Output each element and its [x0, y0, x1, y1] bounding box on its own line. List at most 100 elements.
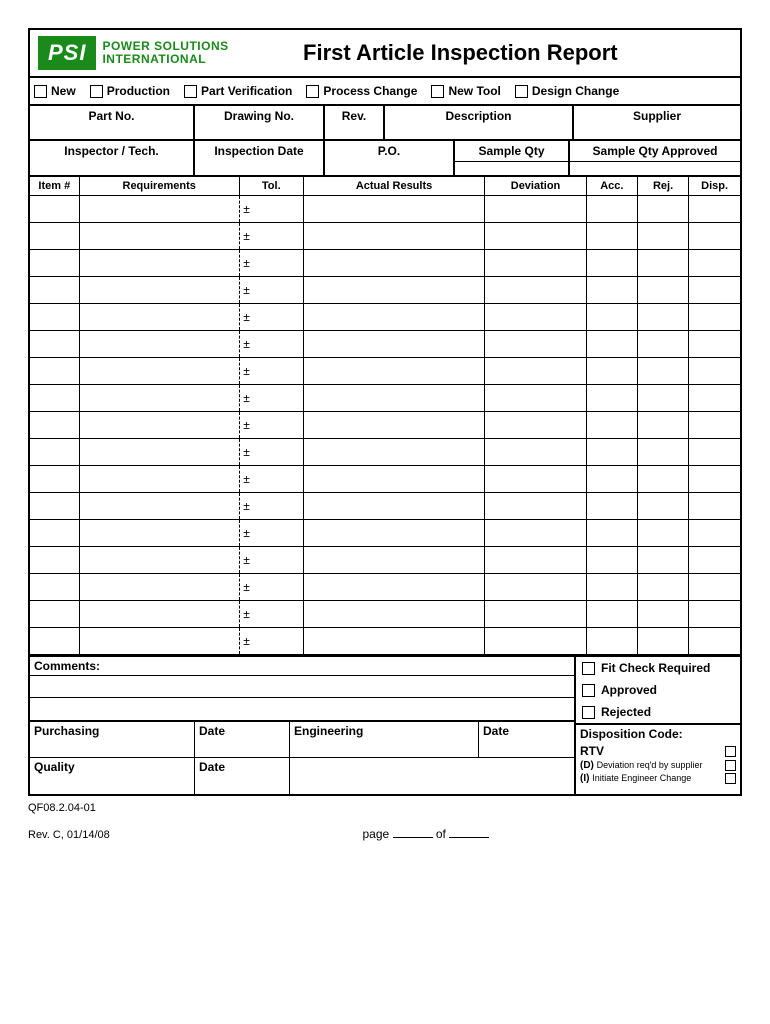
table-cell[interactable] [586, 331, 637, 358]
table-cell[interactable] [79, 250, 239, 277]
table-cell[interactable] [637, 412, 688, 439]
table-cell[interactable] [586, 493, 637, 520]
table-cell[interactable] [689, 628, 740, 655]
table-cell[interactable] [485, 223, 586, 250]
table-cell[interactable]: ± [239, 628, 303, 655]
table-cell[interactable] [586, 439, 637, 466]
table-cell[interactable] [689, 304, 740, 331]
table-cell[interactable] [79, 439, 239, 466]
table-cell[interactable]: ± [239, 412, 303, 439]
table-cell[interactable]: ± [239, 250, 303, 277]
table-cell[interactable] [485, 601, 586, 628]
table-cell[interactable] [689, 250, 740, 277]
table-cell[interactable] [30, 223, 79, 250]
table-cell[interactable] [30, 250, 79, 277]
table-cell[interactable] [485, 412, 586, 439]
checkbox-design-change[interactable]: Design Change [515, 84, 619, 98]
page-total-field[interactable] [449, 826, 489, 838]
table-cell[interactable] [689, 493, 740, 520]
checkbox-production[interactable]: Production [90, 84, 170, 98]
table-cell[interactable] [485, 439, 586, 466]
table-cell[interactable] [79, 304, 239, 331]
table-cell[interactable] [637, 277, 688, 304]
table-cell[interactable] [303, 250, 485, 277]
checkbox-new-tool[interactable]: New Tool [431, 84, 500, 98]
table-cell[interactable] [637, 385, 688, 412]
table-cell[interactable] [637, 520, 688, 547]
table-cell[interactable] [586, 628, 637, 655]
table-cell[interactable]: ± [239, 385, 303, 412]
table-cell[interactable] [303, 466, 485, 493]
table-cell[interactable] [303, 520, 485, 547]
table-cell[interactable] [303, 304, 485, 331]
table-cell[interactable] [689, 601, 740, 628]
table-cell[interactable]: ± [239, 466, 303, 493]
table-cell[interactable] [586, 304, 637, 331]
table-cell[interactable] [303, 412, 485, 439]
table-cell[interactable] [689, 412, 740, 439]
disposition-i[interactable]: (I) Initiate Engineer Change [576, 772, 740, 785]
table-cell[interactable] [586, 412, 637, 439]
table-cell[interactable] [79, 331, 239, 358]
table-cell[interactable] [637, 547, 688, 574]
table-cell[interactable] [586, 601, 637, 628]
table-cell[interactable] [30, 331, 79, 358]
table-cell[interactable] [586, 196, 637, 223]
table-cell[interactable] [303, 493, 485, 520]
table-cell[interactable]: ± [239, 331, 303, 358]
table-cell[interactable] [637, 250, 688, 277]
table-cell[interactable] [30, 385, 79, 412]
table-cell[interactable] [79, 412, 239, 439]
table-cell[interactable] [485, 196, 586, 223]
comments-line[interactable] [30, 698, 574, 720]
table-cell[interactable] [637, 331, 688, 358]
status-fit-check[interactable]: Fit Check Required [576, 657, 740, 679]
table-cell[interactable] [30, 547, 79, 574]
table-cell[interactable] [79, 628, 239, 655]
table-cell[interactable] [689, 574, 740, 601]
table-cell[interactable] [637, 196, 688, 223]
table-cell[interactable]: ± [239, 358, 303, 385]
table-cell[interactable] [637, 493, 688, 520]
table-cell[interactable]: ± [239, 520, 303, 547]
table-cell[interactable] [30, 628, 79, 655]
table-cell[interactable] [30, 601, 79, 628]
table-cell[interactable] [485, 385, 586, 412]
table-cell[interactable] [30, 196, 79, 223]
table-cell[interactable] [586, 358, 637, 385]
table-cell[interactable] [79, 466, 239, 493]
table-cell[interactable] [485, 358, 586, 385]
table-cell[interactable] [689, 223, 740, 250]
table-cell[interactable] [79, 547, 239, 574]
table-cell[interactable]: ± [239, 196, 303, 223]
table-cell[interactable] [586, 250, 637, 277]
table-cell[interactable] [303, 277, 485, 304]
comments-line[interactable] [30, 676, 574, 698]
table-cell[interactable] [79, 223, 239, 250]
table-cell[interactable]: ± [239, 277, 303, 304]
table-cell[interactable] [303, 385, 485, 412]
table-cell[interactable] [637, 358, 688, 385]
table-cell[interactable] [303, 331, 485, 358]
table-cell[interactable] [637, 601, 688, 628]
table-cell[interactable] [30, 520, 79, 547]
table-cell[interactable] [79, 493, 239, 520]
table-cell[interactable] [30, 412, 79, 439]
table-cell[interactable] [79, 574, 239, 601]
table-cell[interactable] [689, 547, 740, 574]
table-cell[interactable]: ± [239, 574, 303, 601]
table-cell[interactable] [637, 574, 688, 601]
table-cell[interactable] [303, 196, 485, 223]
table-cell[interactable] [79, 196, 239, 223]
status-approved[interactable]: Approved [576, 679, 740, 701]
table-cell[interactable] [485, 304, 586, 331]
table-cell[interactable] [485, 331, 586, 358]
table-cell[interactable]: ± [239, 601, 303, 628]
table-cell[interactable] [30, 277, 79, 304]
status-rejected[interactable]: Rejected [576, 701, 740, 723]
table-cell[interactable] [689, 331, 740, 358]
table-cell[interactable] [586, 574, 637, 601]
table-cell[interactable] [30, 439, 79, 466]
table-cell[interactable] [485, 628, 586, 655]
table-cell[interactable] [689, 520, 740, 547]
